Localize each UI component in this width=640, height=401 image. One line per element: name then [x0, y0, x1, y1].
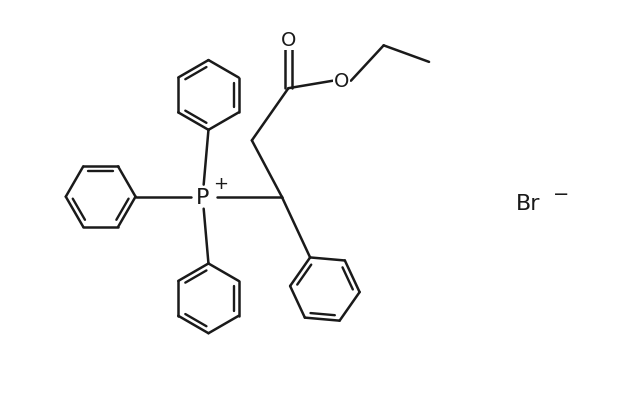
Text: O: O [281, 31, 296, 50]
Text: Br: Br [516, 194, 540, 214]
Text: −: − [554, 184, 570, 203]
Text: +: + [213, 175, 228, 193]
Text: P: P [196, 187, 209, 207]
Text: O: O [334, 72, 349, 91]
